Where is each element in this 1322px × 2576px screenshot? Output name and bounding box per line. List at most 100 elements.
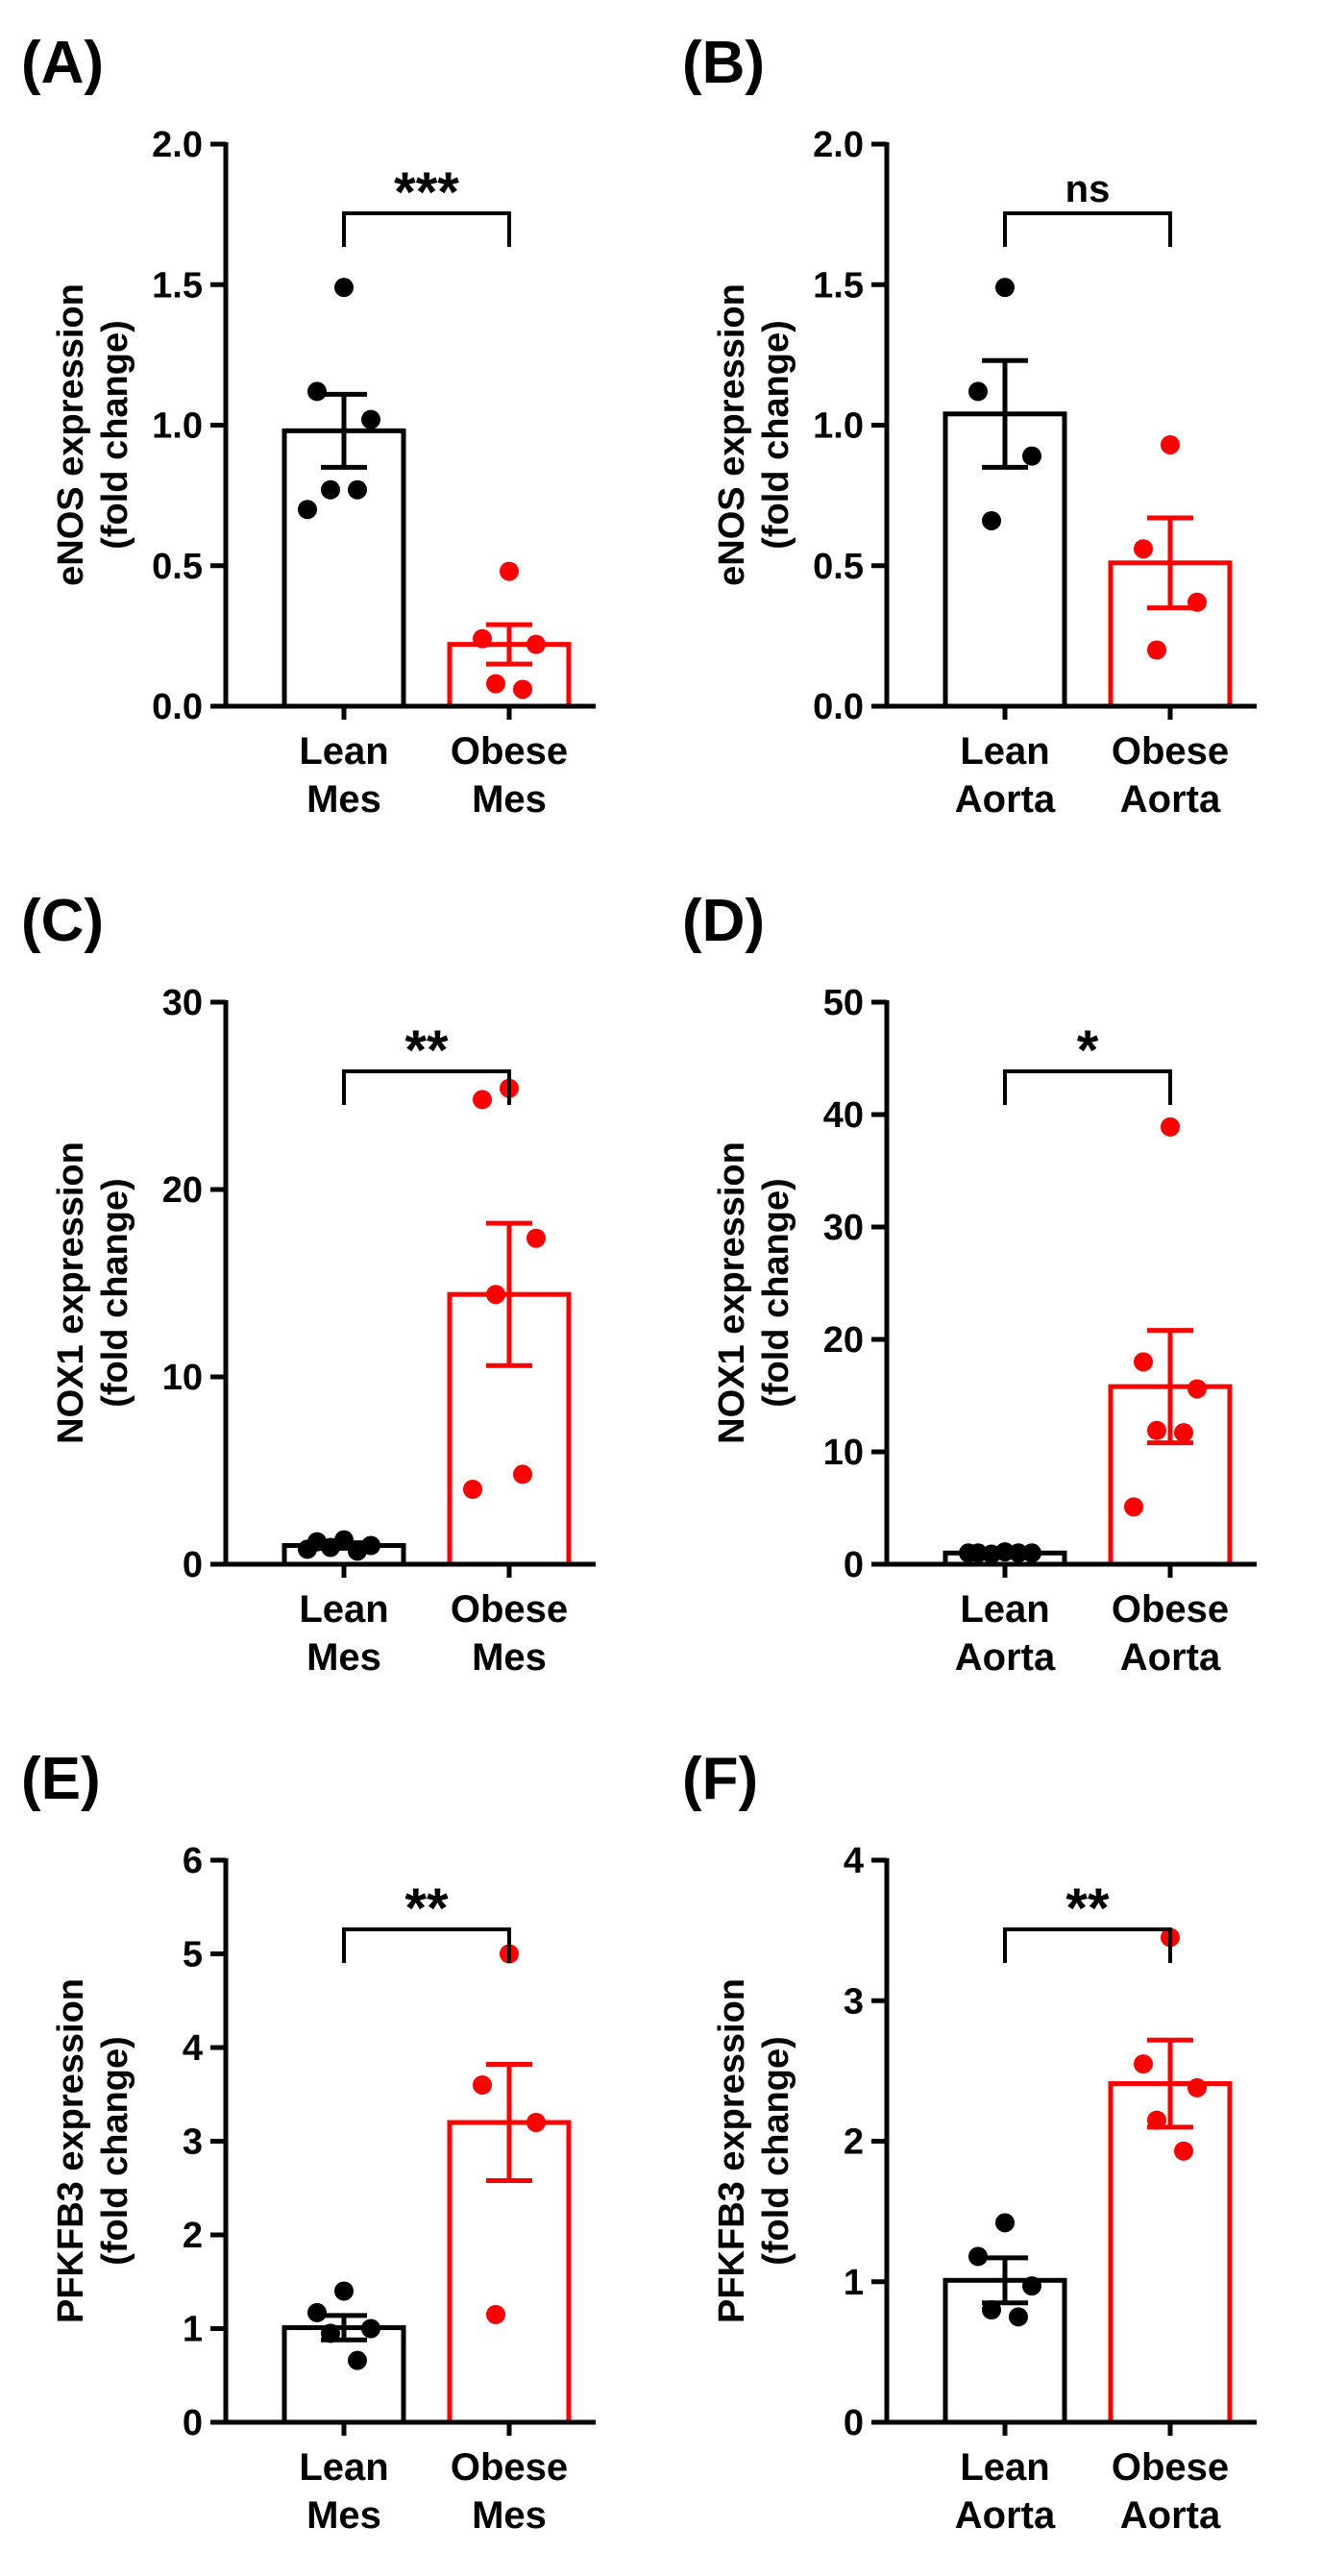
y-axis-label: NOX1 expression xyxy=(712,1141,752,1444)
bar-obese xyxy=(1108,2081,1233,2425)
significance-bracket xyxy=(1003,1069,1172,1105)
data-point xyxy=(473,1090,492,1110)
data-point xyxy=(1174,2141,1193,2161)
data-point xyxy=(463,1480,482,1499)
data-point xyxy=(513,679,532,699)
x-tick-label: Lean xyxy=(960,2446,1049,2489)
data-point xyxy=(526,634,546,654)
x-tick-label: Lean xyxy=(960,730,1049,773)
data-point xyxy=(526,1228,546,1248)
y-tick-label: 50 xyxy=(823,983,864,1023)
panel-c: (C) Lean Mes Obese Mes 0 10 20 30 NOX1 expressio… xyxy=(0,858,661,1716)
y-tick-label: 0 xyxy=(183,2403,203,2443)
y-axis-label: eNOS expression xyxy=(712,283,752,586)
y-tick-label: 1.0 xyxy=(813,406,864,447)
y-tick-label: 10 xyxy=(823,1433,864,1473)
significance-label: ** xyxy=(404,1877,449,1940)
data-point xyxy=(361,409,380,429)
data-point xyxy=(348,479,367,500)
x-tick-label: Aorta xyxy=(955,1636,1056,1679)
y-tick-label: 3 xyxy=(844,1981,864,2022)
x-tick-label: Aorta xyxy=(1120,1636,1221,1679)
data-point xyxy=(1187,2077,1207,2098)
y-tick-label: 0.0 xyxy=(152,687,203,727)
data-point xyxy=(348,2350,367,2370)
chart-a: Lean Mes Obese Mes 0.0 0.5 1.0 1.5 2.0 eNOS expre… xyxy=(51,125,596,821)
y-tick-label: 1.0 xyxy=(152,406,203,447)
y-tick-label: 6 xyxy=(183,1841,203,1881)
y-axis-label: (fold change) xyxy=(95,2036,135,2266)
data-point xyxy=(995,278,1015,298)
y-axis-label: (fold change) xyxy=(756,1178,796,1408)
y-axis-label: (fold change) xyxy=(95,1178,135,1408)
data-point xyxy=(1009,2307,1028,2327)
x-tick-label: Mes xyxy=(472,2494,547,2537)
data-point xyxy=(321,479,340,500)
y-tick-label: 1.5 xyxy=(152,265,203,306)
y-tick-label: 1 xyxy=(844,2263,864,2303)
data-point xyxy=(321,1537,340,1558)
x-tick-label: Aorta xyxy=(955,778,1056,821)
panel-b: (B) Lean Aorta Obese Aorta 0.0 0.5 1.0 1.5 2.0 eN… xyxy=(661,0,1322,858)
x-tick-label: Mes xyxy=(472,778,547,821)
data-point xyxy=(526,2113,546,2132)
y-tick-label: 0.0 xyxy=(813,687,864,727)
data-point xyxy=(968,381,988,402)
data-point xyxy=(1147,1420,1166,1440)
x-tick-label: Obese xyxy=(451,730,568,773)
y-tick-label: 2.0 xyxy=(152,125,203,165)
x-tick-label: Aorta xyxy=(955,2494,1056,2537)
y-tick-label: 0 xyxy=(844,1545,864,1585)
x-tick-label: Lean xyxy=(299,2446,388,2489)
y-tick-label: 3 xyxy=(183,2122,203,2163)
significance-bracket xyxy=(342,1069,511,1105)
y-tick-label: 40 xyxy=(823,1095,864,1136)
chart-f: Lean Aorta Obese Aorta 0 1 2 3 4 PFKFB3 expressio… xyxy=(712,1841,1257,2537)
data-point xyxy=(473,628,492,649)
data-point xyxy=(1147,640,1166,660)
x-tick-label: Lean xyxy=(960,1588,1049,1631)
panel-e: (E) Lean Mes Obese Mes 0 1 2 3 4 5 6 PFKFB3 express… xyxy=(0,1716,661,2574)
data-point xyxy=(1187,1379,1207,1399)
chart-d: Lean Aorta Obese Aorta 0 10 20 30 40 50 NOX1 expre… xyxy=(712,983,1257,1679)
data-point xyxy=(334,278,354,298)
data-point xyxy=(513,1464,532,1484)
y-axis-label: (fold change) xyxy=(95,320,135,550)
panel-label: (E) xyxy=(21,1746,101,1812)
x-tick-label: Obese xyxy=(451,2446,568,2489)
y-tick-label: 4 xyxy=(183,2028,203,2069)
data-point xyxy=(982,2300,1001,2319)
y-tick-label: 2.0 xyxy=(813,125,864,165)
data-point xyxy=(307,2302,327,2322)
x-tick-label: Mes xyxy=(306,1636,381,1679)
y-axis-label: eNOS expression xyxy=(51,283,91,586)
chart-b: Lean Aorta Obese Aorta 0.0 0.5 1.0 1.5 2.0 eNOS e… xyxy=(712,125,1257,821)
y-tick-label: 20 xyxy=(162,1170,203,1211)
data-point xyxy=(1009,1543,1028,1563)
panel-a: (A) Lean Mes Obese Mes 0.0 0.5 1.0 1.5 2.0 eNOS e… xyxy=(0,0,661,858)
data-point xyxy=(982,1544,1001,1564)
y-tick-label: 0.5 xyxy=(152,547,203,587)
data-point xyxy=(473,2075,492,2095)
panel-label: (F) xyxy=(682,1746,759,1812)
data-point xyxy=(1022,446,1041,466)
y-tick-label: 0 xyxy=(844,2403,864,2443)
panel-f: (F) Lean Aorta Obese Aorta 0 1 2 3 4 PFKFB3 expre… xyxy=(661,1716,1322,2574)
significance-bracket xyxy=(1003,211,1172,247)
data-point xyxy=(1187,592,1207,612)
data-point xyxy=(361,2318,380,2339)
significance-label: ** xyxy=(404,1019,449,1082)
x-tick-label: Lean xyxy=(299,730,388,773)
data-point xyxy=(1174,1423,1193,1443)
data-point xyxy=(348,1541,367,1561)
data-point xyxy=(1134,2054,1153,2074)
x-tick-label: Obese xyxy=(1112,1588,1229,1631)
x-tick-label: Aorta xyxy=(1120,778,1221,821)
x-tick-label: Mes xyxy=(306,778,381,821)
y-tick-label: 10 xyxy=(162,1358,203,1398)
panel-label: (D) xyxy=(682,888,766,954)
data-point xyxy=(1134,539,1153,559)
significance-label: ** xyxy=(1065,1877,1110,1940)
panel-label: (C) xyxy=(21,888,105,954)
data-point xyxy=(1161,1116,1180,1137)
